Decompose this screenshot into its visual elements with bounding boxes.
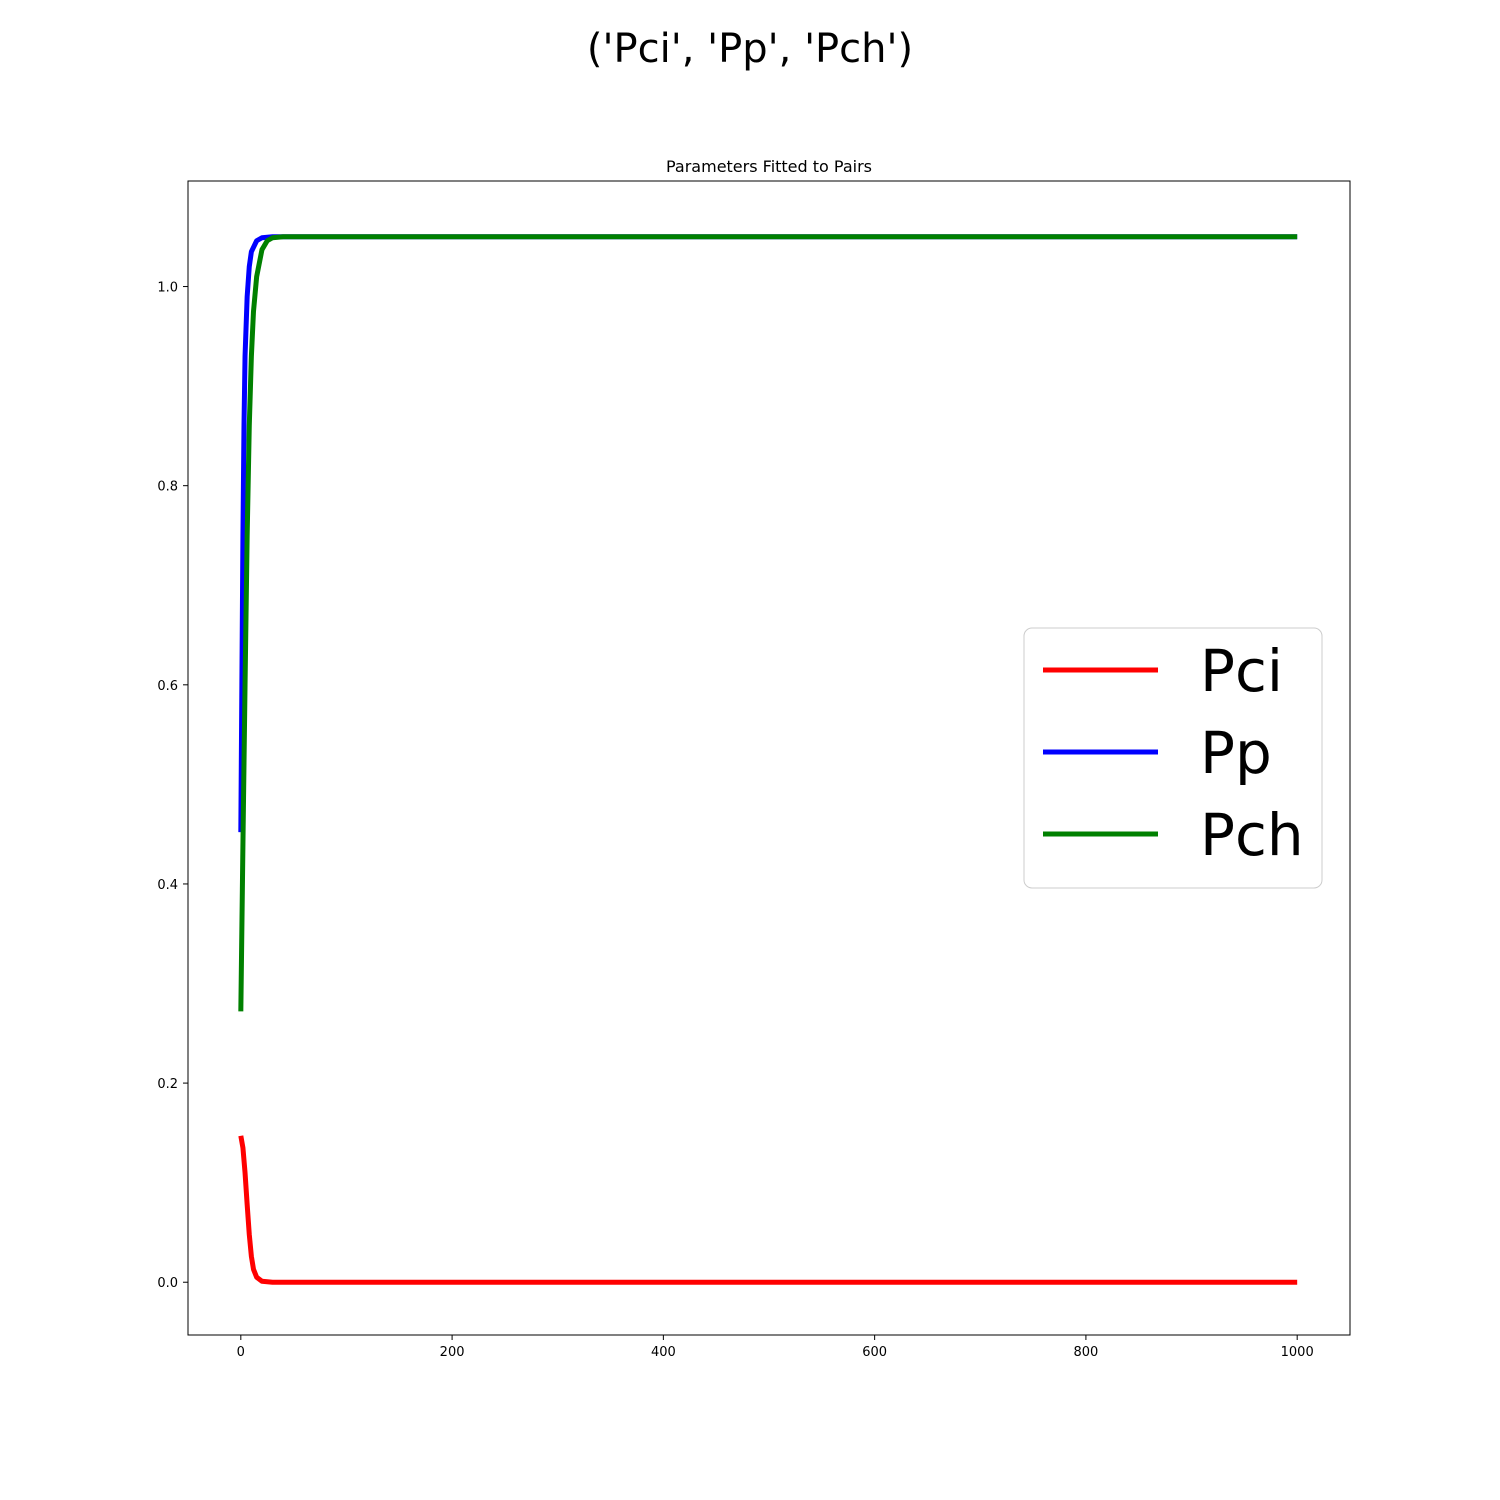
- series-line-pp: [238, 234, 1298, 833]
- legend-label-pci: Pci: [1200, 637, 1283, 705]
- y-tick-label: 0.2: [157, 1077, 178, 1092]
- legend: Pci Pp Pch: [1023, 627, 1323, 889]
- x-tick-label: 200: [440, 1345, 465, 1360]
- figure-title: ('Pci', 'Pp', 'Pch'): [587, 26, 913, 72]
- y-tick-label: 1.0: [157, 281, 178, 296]
- x-axis: 0 200 400 600 800 1000: [237, 1335, 1314, 1360]
- plot-area: 0 200 400 600 800 1000 0.0 0.2 0.4 0.6 0.8 1.0: [157, 180, 1351, 1360]
- y-tick-label: 0.6: [157, 679, 178, 694]
- x-tick-label: 0: [237, 1345, 245, 1360]
- axes-frame: [187, 180, 1351, 1336]
- y-axis: 0.0 0.2 0.4 0.6 0.8 1.0: [157, 281, 188, 1291]
- legend-entries: Pci Pp Pch: [1043, 637, 1304, 869]
- chart-title: Parameters Fitted to Pairs: [666, 157, 872, 176]
- y-tick-label: 0.4: [157, 878, 178, 893]
- legend-label-pp: Pp: [1200, 719, 1272, 787]
- series-group: [238, 234, 1298, 1285]
- legend-frame: [1023, 627, 1323, 889]
- series-line-pci: [238, 1135, 1298, 1285]
- x-tick-label: 400: [651, 1345, 676, 1360]
- legend-label-pch: Pch: [1200, 801, 1304, 869]
- y-tick-label: 0.0: [157, 1276, 178, 1291]
- series-line-pch: [238, 234, 1298, 1012]
- x-tick-label: 1000: [1281, 1345, 1314, 1360]
- x-tick-label: 800: [1073, 1345, 1098, 1360]
- x-tick-label: 600: [862, 1345, 887, 1360]
- y-tick-label: 0.8: [157, 480, 178, 495]
